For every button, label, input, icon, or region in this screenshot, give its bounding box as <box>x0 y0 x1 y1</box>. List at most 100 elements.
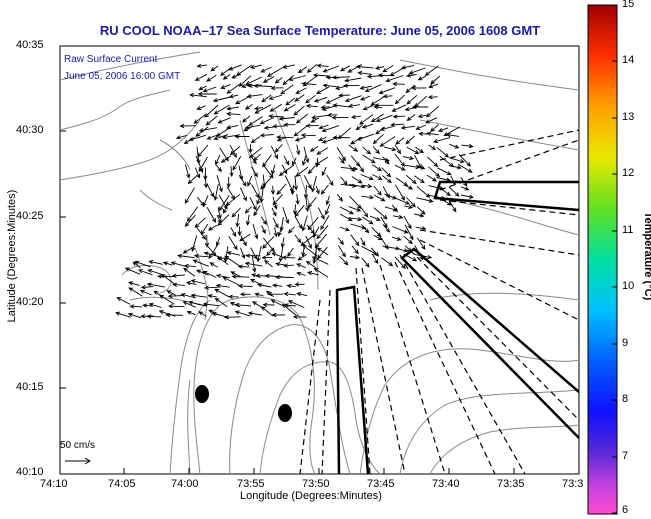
current-vector-arrow <box>148 259 163 265</box>
colorbar-tick-label: 7 <box>622 450 629 462</box>
current-vector-arrow <box>272 283 283 288</box>
current-vector-arrow <box>262 154 272 168</box>
current-vector-arrow <box>416 165 426 170</box>
x-tick-label: 73:35 <box>497 478 525 490</box>
y-tick-label: 40:35 <box>16 39 44 51</box>
current-vector-arrow <box>193 114 206 124</box>
current-vector-arrow <box>322 83 338 88</box>
current-vector-arrow <box>292 204 298 216</box>
current-vector-arrow <box>325 96 341 104</box>
colorbar-tick-label: 14 <box>622 54 635 66</box>
current-vector-arrow <box>344 77 362 83</box>
current-vector-arrow <box>336 147 346 162</box>
current-vector-arrow <box>301 215 308 232</box>
current-vector-arrow <box>216 174 223 193</box>
current-vector-arrow <box>165 312 184 318</box>
current-vector-arrow <box>262 76 275 83</box>
current-vector-arrow <box>242 115 251 123</box>
current-vector-arrow <box>316 86 330 94</box>
current-vector-arrow <box>234 310 251 317</box>
current-vector-arrow <box>351 176 363 184</box>
current-vector-arrow <box>295 87 307 94</box>
marker-ellipse <box>195 385 209 403</box>
current-vector-arrow <box>411 104 429 110</box>
current-vector-arrow <box>226 251 241 256</box>
current-vector-arrow <box>350 234 360 247</box>
current-vector-arrow <box>217 117 231 124</box>
current-vector-arrow <box>202 302 219 307</box>
current-vector-arrow <box>188 134 206 142</box>
current-vector-arrow <box>403 155 415 161</box>
current-vector-arrow <box>425 117 438 124</box>
current-vector-arrow <box>175 134 187 140</box>
current-vector-arrow <box>251 184 260 199</box>
current-vector-arrow <box>215 164 222 173</box>
current-vector-arrow <box>391 236 402 241</box>
current-vector-arrow <box>283 155 290 166</box>
current-vector-arrow <box>372 164 383 172</box>
current-vector-arrow <box>297 66 308 74</box>
current-vector-arrow <box>315 156 329 166</box>
current-vector-arrow <box>270 145 278 160</box>
current-vector-arrow <box>372 174 383 180</box>
current-vector-arrow <box>229 144 237 159</box>
current-vector-arrow <box>449 143 460 149</box>
current-vector-arrow <box>448 186 460 197</box>
current-vector-arrow <box>172 282 185 287</box>
current-vector-arrow <box>275 261 286 267</box>
current-vector-arrow <box>186 310 196 316</box>
current-vector-arrow <box>326 112 338 118</box>
current-vector-arrow <box>226 176 231 189</box>
current-vector-arrow <box>414 245 424 261</box>
current-vector-arrow <box>162 261 173 266</box>
colorbar-label: Temperature (°C) <box>642 211 651 301</box>
current-vector-arrow <box>137 269 153 276</box>
current-vector-arrow <box>417 75 427 81</box>
scale-arrow <box>65 457 91 465</box>
current-vector-arrow <box>350 136 363 145</box>
current-vector-arrow <box>337 237 344 246</box>
current-vector-arrow <box>461 194 474 199</box>
current-vector-arrow <box>261 225 266 235</box>
current-vector-arrow <box>426 174 437 182</box>
current-vector-arrow <box>269 103 283 112</box>
current-vector-arrow <box>266 67 283 77</box>
current-vector-arrow <box>295 194 300 206</box>
figure-title: RU COOL NOAA–17 Sea Surface Temperature:… <box>99 23 541 38</box>
current-vector-arrow <box>460 176 468 187</box>
current-vector-arrow <box>297 253 308 261</box>
x-tick-label: 74:00 <box>171 478 199 490</box>
current-vector-arrow <box>361 257 370 268</box>
current-vector-arrow <box>245 76 262 85</box>
current-vector-arrow <box>382 65 394 73</box>
current-vector-arrow <box>139 289 152 296</box>
current-vector-arrow <box>292 314 307 320</box>
current-vector-arrow <box>235 214 240 228</box>
current-vector-arrow <box>294 282 305 287</box>
current-vector-arrow <box>305 197 310 213</box>
current-vector-arrow <box>449 157 465 164</box>
current-vector-arrow <box>439 187 451 197</box>
current-vector-arrow <box>283 263 294 268</box>
current-vector-arrow <box>313 267 329 278</box>
legend-current-date: June 05, 2006 16:00 GMT <box>64 71 181 82</box>
current-vector-arrow <box>392 226 409 234</box>
current-vector-arrow <box>312 73 329 78</box>
current-vector-arrow <box>403 253 418 262</box>
current-vector-arrow <box>245 214 251 226</box>
current-vector-arrow <box>272 193 284 206</box>
current-vector-arrow <box>189 92 207 98</box>
current-vector-arrow <box>293 125 308 137</box>
current-vector-arrow <box>382 156 390 165</box>
current-vector-arrow <box>296 263 306 269</box>
current-vector-arrow <box>316 147 329 155</box>
current-vector-arrow <box>381 257 394 267</box>
current-vector-arrow <box>332 135 351 140</box>
current-vector-arrow <box>213 184 219 201</box>
current-vector-arrow <box>344 95 362 103</box>
current-vector-arrow <box>215 273 230 279</box>
current-vector-arrow <box>395 137 405 145</box>
current-vector-arrow <box>192 259 209 267</box>
current-vector-arrow <box>392 214 404 220</box>
current-vector-arrow <box>170 261 187 268</box>
